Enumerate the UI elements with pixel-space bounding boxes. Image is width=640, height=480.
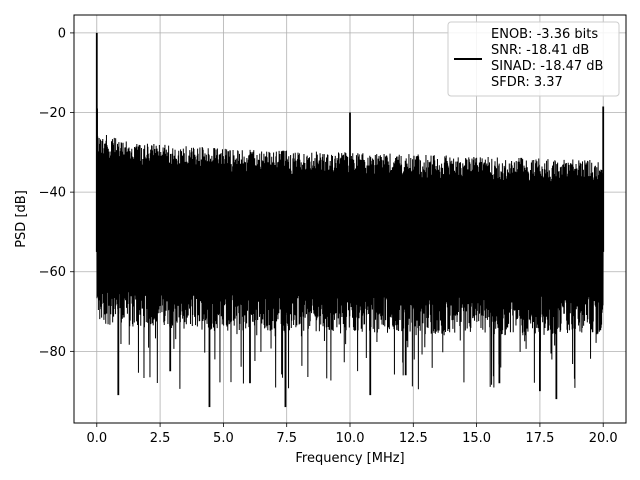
plot-area: [95, 32, 605, 408]
x-tick-label: 7.5: [276, 431, 297, 446]
legend-entry-line: SINAD: -18.47 dB: [491, 59, 603, 74]
x-tick-label: 20.0: [589, 431, 618, 446]
y-tick-label: −80: [39, 345, 66, 360]
y-axis-label: PSD [dB]: [14, 190, 29, 248]
x-tick-label: 17.5: [525, 431, 554, 446]
legend-entry-line: ENOB: -3.36 bits: [491, 27, 598, 42]
legend-entry-line: SNR: -18.41 dB: [491, 43, 589, 58]
legend: ENOB: -3.36 bits SNR: -18.41 dB SINAD: -18…: [447, 21, 620, 97]
x-tick-label: 12.5: [399, 431, 428, 446]
x-tick-label: 10.0: [336, 431, 365, 446]
x-axis-label: Frequency [MHz]: [295, 451, 404, 466]
y-tick-label: −60: [39, 265, 66, 280]
y-tick-label: −20: [39, 106, 66, 121]
ticks: 0.0 2.5 5.0 7.5 10.0 12.5 15.0 17.5 20.0 0 −20 −40 −…: [39, 26, 618, 446]
legend-entry-line: SFDR: 3.37: [491, 75, 563, 90]
x-tick-label: 5.0: [213, 431, 234, 446]
x-tick-label: 2.5: [150, 431, 171, 446]
x-tick-label: 0.0: [86, 431, 107, 446]
y-tick-label: −40: [39, 186, 66, 201]
y-tick-label: 0: [58, 26, 66, 41]
x-tick-label: 15.0: [462, 431, 491, 446]
legend-entry: ENOB: -3.36 bits SNR: -18.41 dB SINAD: -18…: [491, 27, 603, 90]
legend-box: [447, 21, 620, 97]
